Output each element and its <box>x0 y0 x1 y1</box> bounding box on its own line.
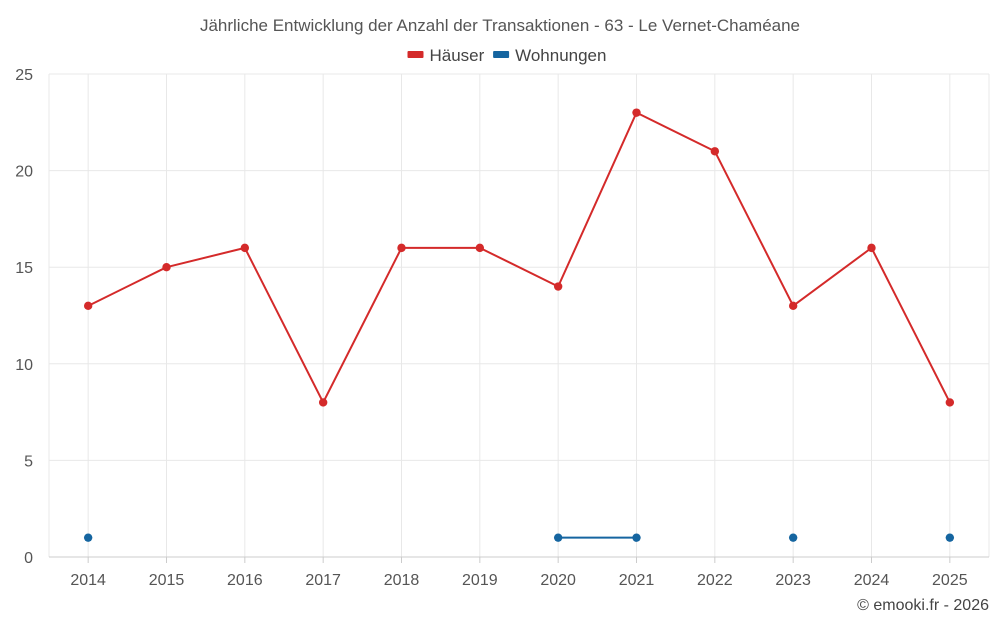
x-tick-label: 2023 <box>775 572 811 589</box>
legend-swatch <box>407 51 424 58</box>
y-tick-label: 20 <box>15 164 33 181</box>
data-point[interactable] <box>397 243 406 253</box>
legend-item-wohnungen[interactable]: Wohnungen <box>493 46 606 65</box>
data-point[interactable] <box>788 533 798 542</box>
data-point[interactable] <box>788 301 798 311</box>
y-tick-label: 10 <box>15 357 33 374</box>
data-point[interactable] <box>240 243 250 253</box>
series-wohnungen <box>83 533 955 542</box>
x-tick-label: 2014 <box>70 572 106 589</box>
x-tick-label: 2025 <box>932 572 968 589</box>
x-tick-label: 2017 <box>305 572 341 589</box>
grid <box>48 73 990 557</box>
x-tick-label: 2024 <box>854 572 890 589</box>
data-point[interactable] <box>945 398 955 407</box>
series-haeuser <box>83 108 955 407</box>
data-point[interactable] <box>162 263 171 272</box>
x-tick-label: 2021 <box>619 572 655 589</box>
legend-label: Wohnungen <box>515 46 606 65</box>
data-point[interactable] <box>632 108 641 117</box>
y-tick-label: 0 <box>24 550 33 567</box>
data-point[interactable] <box>83 301 93 311</box>
series-layer <box>83 108 955 542</box>
data-point[interactable] <box>83 533 93 542</box>
x-tick-label: 2015 <box>149 572 185 589</box>
credit-text: © emooki.fr - 2026 <box>857 597 989 614</box>
data-point[interactable] <box>553 533 563 542</box>
data-point[interactable] <box>867 243 876 253</box>
y-tick-label: 25 <box>15 67 33 84</box>
x-tick-label: 2018 <box>384 572 420 589</box>
x-tick-label: 2022 <box>697 572 733 589</box>
legend-swatch <box>493 51 510 58</box>
data-point[interactable] <box>475 243 485 253</box>
legend-label: Häuser <box>430 46 485 65</box>
data-point[interactable] <box>945 533 955 542</box>
series-line <box>87 111 951 404</box>
legend[interactable]: Häuser Wohnungen <box>407 46 607 65</box>
x-tick-label: 2020 <box>540 572 576 589</box>
data-point[interactable] <box>710 147 720 156</box>
x-tick-label: 2019 <box>462 572 498 589</box>
chart-title: Jährliche Entwicklung der Anzahl der Tra… <box>200 16 800 35</box>
data-point[interactable] <box>553 282 563 291</box>
data-point[interactable] <box>632 533 641 542</box>
legend-item-haeuser[interactable]: Häuser <box>407 46 485 65</box>
y-tick-label: 15 <box>15 260 33 277</box>
data-point[interactable] <box>318 398 328 407</box>
y-tick-label: 5 <box>24 453 33 470</box>
x-tick-label: 2016 <box>227 572 263 589</box>
